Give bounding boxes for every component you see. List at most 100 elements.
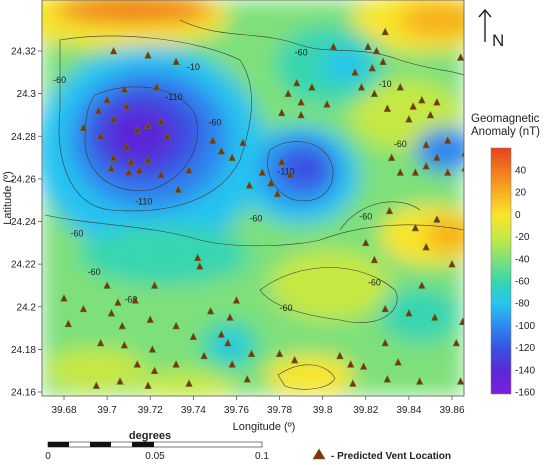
- vent-marker: [150, 366, 159, 374]
- vent-marker: [144, 121, 152, 129]
- vent-marker: [411, 168, 420, 176]
- vent-marker: [275, 349, 284, 357]
- vent-marker: [426, 110, 435, 119]
- vent-marker: [351, 68, 359, 76]
- vent-marker: [172, 57, 180, 65]
- vent-marker: [461, 151, 464, 157]
- vent-marker: [200, 351, 208, 360]
- vent-marker: [308, 83, 316, 91]
- colorbar-tick-label: -20: [515, 232, 530, 243]
- vent-marker: [415, 377, 424, 385]
- contour-lines: [44, 19, 464, 390]
- colorbar-tick-label: -120: [515, 343, 535, 354]
- vent-marker: [433, 153, 441, 161]
- y-tick-label: 24.18: [11, 345, 36, 356]
- vent-marker: [146, 315, 154, 323]
- vent-marker: [387, 153, 396, 161]
- vent-marker: [79, 123, 88, 132]
- vent-marker: [103, 281, 111, 289]
- vent-marker: [267, 178, 275, 187]
- x-tick-label: 39.72: [138, 405, 163, 416]
- vent-marker: [92, 381, 101, 389]
- x-axis-title: Longitude (º): [233, 421, 296, 433]
- contour-label: -60: [208, 118, 221, 128]
- contour-label: -60: [249, 214, 262, 224]
- vent-marker: [243, 375, 251, 383]
- colorbar-tick-label: -40: [515, 254, 530, 265]
- vent-marker: [431, 313, 439, 321]
- x-axis-ticks: 39.68 39.7 39.72 39.74 39.76 39.78 39.8 39.82 39…: [51, 396, 465, 416]
- x-tick-label: 39.68: [51, 405, 76, 416]
- contour-label: -60: [368, 277, 381, 287]
- contour-label: -110: [277, 167, 294, 177]
- vent-marker: [196, 262, 204, 270]
- vent-marker: [228, 153, 236, 161]
- contour-label: -110: [135, 196, 152, 206]
- vent-marker: [124, 168, 133, 176]
- vent-marker: [381, 27, 389, 36]
- vent-marker: [172, 360, 180, 368]
- x-tick-label: 39.82: [353, 405, 378, 416]
- vent-marker: [103, 95, 111, 104]
- colorbar-title-line1: Geomagnetic: [471, 113, 540, 125]
- vent-marker: [206, 306, 215, 315]
- x-tick-label: 39.74: [181, 405, 206, 416]
- colorbar: [490, 147, 512, 395]
- vent-marker: [116, 377, 124, 385]
- x-tick-label: 39.84: [396, 405, 421, 416]
- vent-marker: [411, 223, 420, 232]
- vent-marker: [422, 242, 430, 251]
- vent-marker: [133, 360, 141, 368]
- vent-marker: [239, 138, 247, 146]
- vent-marker: [278, 108, 286, 117]
- vent-marker: [336, 351, 344, 360]
- map-frame: [41, 0, 465, 397]
- vent-marker: [383, 104, 392, 112]
- vent-marker: [258, 168, 266, 176]
- vent-marker: [144, 381, 152, 389]
- vent-marker: [357, 83, 366, 91]
- contour-label: -60: [88, 267, 101, 277]
- vent-marker: [459, 317, 464, 325]
- vent-marker: [107, 308, 116, 317]
- vent-marker: [64, 319, 72, 328]
- vent-marker: [150, 281, 159, 289]
- vent-marker: [226, 313, 234, 321]
- scale-bar: degrees 0 0.05 0.1: [45, 430, 269, 462]
- vent-marker: [396, 83, 404, 91]
- vent-marker: [297, 110, 305, 119]
- vent-marker: [247, 349, 256, 357]
- contour-label: -110: [165, 92, 182, 102]
- vent-marker: [224, 338, 232, 347]
- vent-marker: [456, 377, 464, 385]
- contour-label: -60: [124, 294, 137, 304]
- vent-marker: [372, 46, 381, 55]
- vent-marker: [347, 360, 355, 368]
- vent-marker: [433, 215, 441, 223]
- vent-marker: [418, 95, 426, 104]
- vent-marker: [368, 63, 376, 72]
- vent-marker: [131, 296, 139, 304]
- scale-label-0: 0: [45, 451, 51, 462]
- north-arrow: N: [478, 8, 504, 50]
- vent-marker: [286, 170, 295, 178]
- vent-marker: [232, 296, 241, 304]
- vent-marker: [329, 42, 338, 51]
- y-tick-label: 24.32: [11, 47, 36, 58]
- vent-marker: [405, 308, 413, 317]
- vent-marker: [385, 206, 394, 215]
- colorbar-tick-label: -80: [515, 299, 530, 310]
- vent-marker: [409, 102, 417, 110]
- vent-marker: [172, 321, 180, 330]
- vent-marker: [144, 155, 152, 163]
- y-tick-label: 24.16: [11, 388, 36, 399]
- vent-marker: [217, 146, 226, 155]
- scale-bar-title: degrees: [129, 430, 171, 442]
- contour-label: -60: [394, 139, 407, 149]
- contour-label: -10: [379, 79, 392, 89]
- vent-marker: [135, 166, 144, 174]
- vent-marker: [364, 42, 372, 51]
- vent-marker: [381, 304, 389, 313]
- y-tick-label: 24.24: [11, 217, 36, 228]
- vent-marker: [297, 97, 305, 106]
